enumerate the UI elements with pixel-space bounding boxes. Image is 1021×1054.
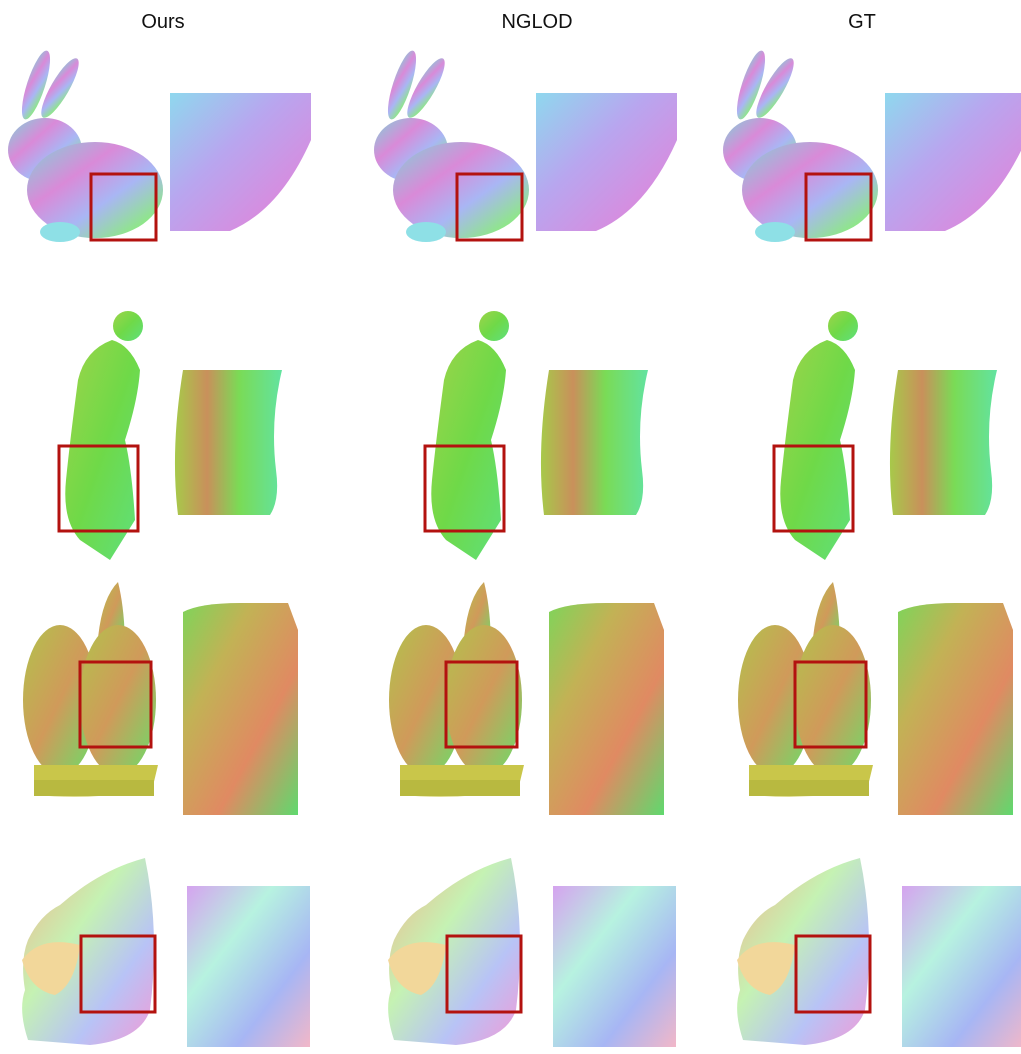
column-renders <box>721 46 1021 1049</box>
column-header: NGLOD <box>501 11 572 33</box>
column-header: Ours <box>141 11 184 33</box>
column-header: GT <box>848 11 876 33</box>
column-renders <box>6 46 313 1049</box>
column-renders <box>372 46 679 1049</box>
